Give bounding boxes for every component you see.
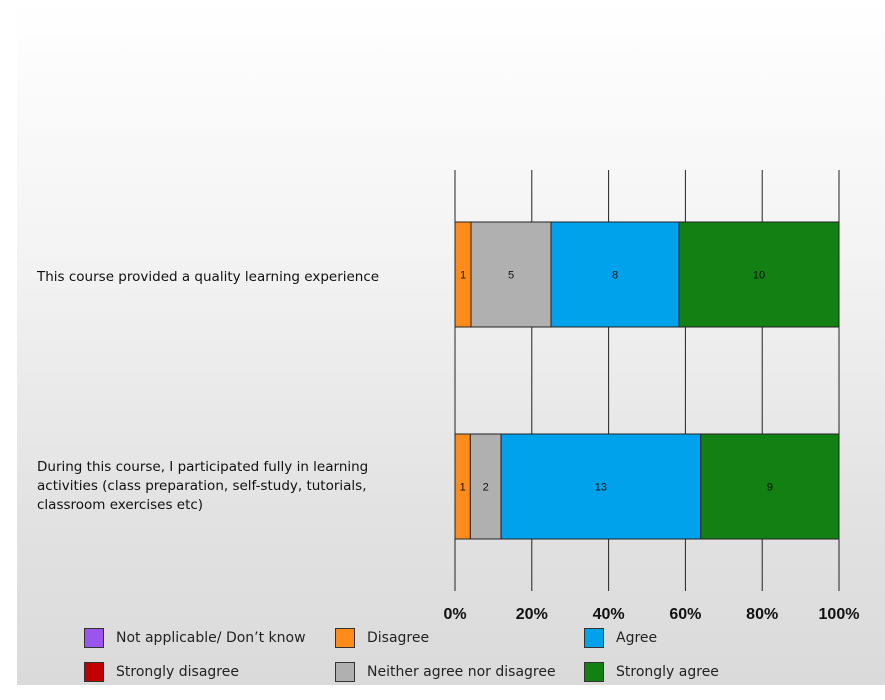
- legend-label: Not applicable/ Don’t know: [116, 630, 306, 646]
- legend-swatch: [584, 628, 604, 648]
- data-label: 1: [460, 270, 466, 282]
- x-tick-label: 40%: [593, 606, 625, 623]
- legend-item: Not applicable/ Don’t know: [84, 627, 306, 649]
- data-label: 9: [767, 482, 773, 494]
- x-tick-label: 20%: [516, 606, 548, 623]
- legend-swatch: [335, 628, 355, 648]
- bar-segment: [700, 433, 840, 540]
- legend-item: Strongly agree: [584, 661, 719, 683]
- x-tick-label: 100%: [819, 606, 860, 623]
- data-label: 2: [483, 482, 489, 494]
- question-2-label: During this course, I participated fully…: [37, 459, 369, 513]
- legend-label: Neither agree nor disagree: [367, 664, 556, 680]
- legend-swatch: [335, 662, 355, 682]
- x-tick-label: 0%: [443, 606, 466, 623]
- data-label: 5: [508, 270, 514, 282]
- x-tick-label: 80%: [746, 606, 778, 623]
- legend-swatch: [84, 628, 104, 648]
- legend-label: Disagree: [367, 630, 430, 646]
- legend-item: Agree: [584, 627, 657, 649]
- legend-item: Strongly disagree: [84, 661, 239, 683]
- legend-item: Disagree: [335, 627, 429, 649]
- bar-segment: [500, 433, 702, 540]
- legend-label: Strongly disagree: [116, 664, 239, 680]
- legend-label: Agree: [616, 630, 658, 646]
- x-tick-label: 60%: [669, 606, 701, 623]
- legend-swatch: [84, 662, 104, 682]
- bar-segment: [469, 433, 502, 540]
- chart-panel: [17, 0, 885, 685]
- data-label: 1: [460, 482, 466, 494]
- legend-label: Strongly agree: [616, 664, 719, 680]
- bar-segment: [678, 221, 840, 328]
- data-label: 13: [595, 482, 607, 494]
- bar-segment: [470, 221, 552, 328]
- legend-item: Neither agree nor disagree: [335, 661, 556, 683]
- data-label: 10: [753, 270, 765, 282]
- legend-swatch: [584, 662, 604, 682]
- bar-segment: [550, 221, 680, 328]
- data-label: 8: [612, 270, 618, 282]
- question-1-label: This course provided a quality learning …: [37, 269, 380, 285]
